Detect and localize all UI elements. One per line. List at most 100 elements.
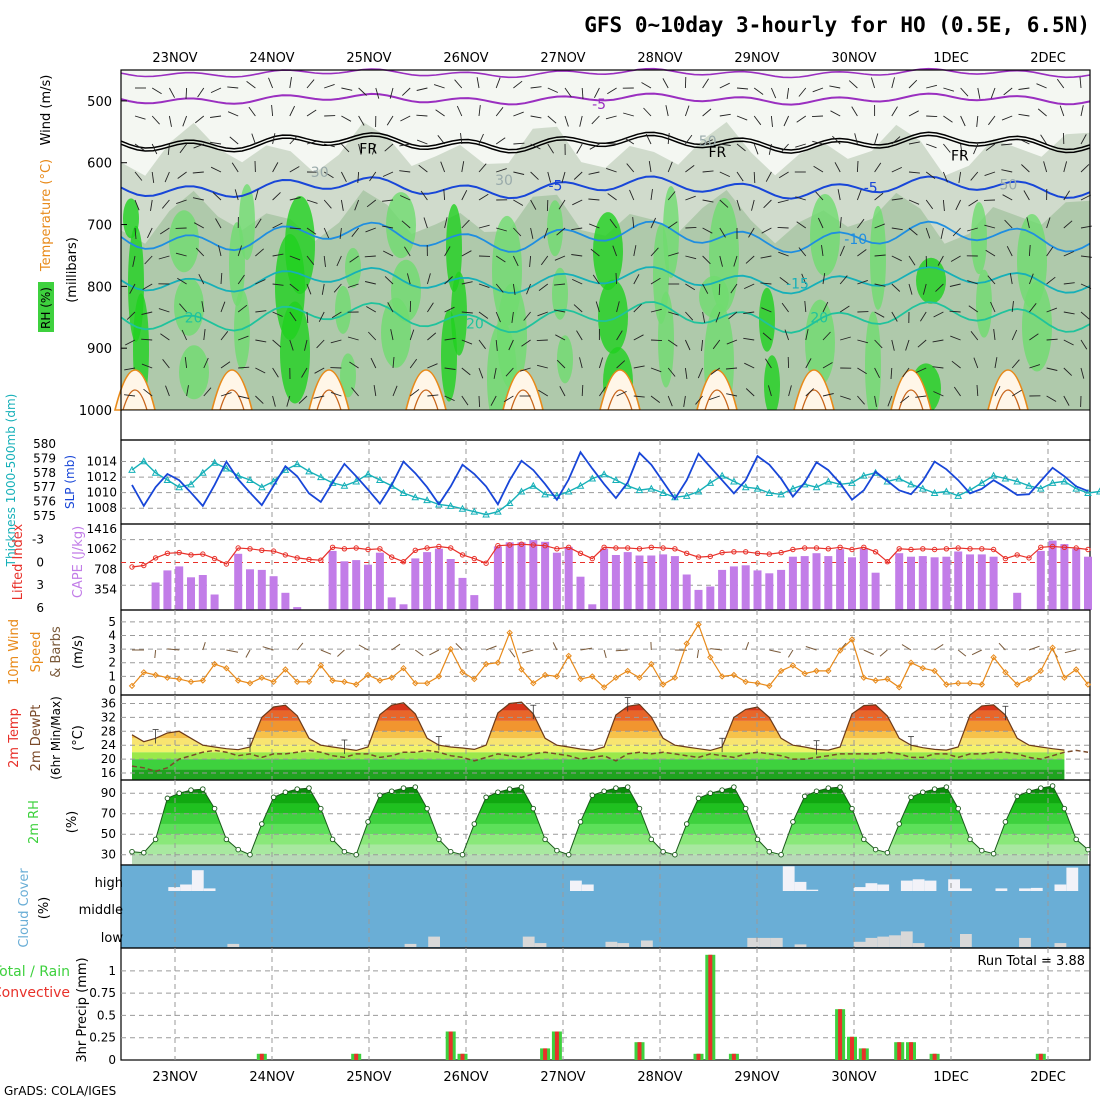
wind-barb xyxy=(513,111,524,117)
wind-barb xyxy=(306,283,312,295)
wind-barb xyxy=(822,301,829,313)
wind-barb xyxy=(555,334,566,341)
contour-label: 20 xyxy=(810,310,828,326)
wind-barb xyxy=(1006,245,1013,257)
wind-barb xyxy=(598,357,604,369)
wind-barb xyxy=(323,199,332,209)
rh-marker xyxy=(542,836,548,843)
wind-barb xyxy=(547,87,558,93)
rh-marker xyxy=(742,805,749,812)
lifted-index-marker xyxy=(1085,546,1091,553)
ylabel-cape: CAPE (J/kg) xyxy=(71,526,86,598)
wind-barb xyxy=(496,227,507,232)
rh-marker xyxy=(377,792,383,799)
wind-barb xyxy=(530,171,539,180)
date-label-top: 23NOV xyxy=(152,51,197,66)
ytick-label-li: -3 xyxy=(32,533,44,547)
wind-barb xyxy=(389,87,394,99)
wind-barb xyxy=(589,223,600,229)
thickness-marker xyxy=(340,481,349,489)
wind-barb xyxy=(530,227,534,239)
wind-barb xyxy=(952,227,961,237)
wind-barb xyxy=(592,274,600,285)
wind-barb xyxy=(728,311,738,320)
wind-barb xyxy=(667,395,673,407)
wind-barb xyxy=(1063,220,1073,229)
wind-barb xyxy=(420,190,428,201)
ylabel-cloud: Cloud Cover xyxy=(17,868,32,948)
wind-barb xyxy=(908,283,913,295)
wind-barb xyxy=(289,339,294,351)
cape-bar xyxy=(765,573,774,610)
wind-barb xyxy=(1063,282,1075,285)
ytick-label-thickness: 580 xyxy=(33,437,56,451)
wind-barb xyxy=(753,171,756,184)
thickness-marker xyxy=(257,483,266,491)
rh-marker xyxy=(672,851,678,858)
wind-barb xyxy=(874,133,879,145)
wind-barb-10m xyxy=(358,644,369,651)
lifted-index-marker xyxy=(1073,545,1079,551)
rh-blob-green xyxy=(169,210,199,273)
ylabel-temp-1: 2m Temp xyxy=(7,708,22,768)
wind-barb-10m xyxy=(485,645,497,651)
rh-marker xyxy=(884,849,891,856)
precip-convective-bar xyxy=(731,1053,736,1060)
wind-barb xyxy=(478,224,490,229)
wind-barb xyxy=(926,84,938,89)
legend-total-rain: Total / Rain xyxy=(0,964,70,980)
rh-blob-green xyxy=(598,279,628,354)
cape-bar xyxy=(989,556,998,610)
thickness-marker xyxy=(706,478,715,486)
date-label-top: 1DEC xyxy=(933,51,969,66)
rh-blob-green xyxy=(870,205,886,310)
wind-barb xyxy=(702,78,709,89)
cloud-low-bar xyxy=(865,937,878,947)
rh-marker xyxy=(176,790,182,796)
wind-barb xyxy=(870,77,876,89)
wind-barb xyxy=(124,394,136,397)
thickness-marker xyxy=(824,477,833,485)
contour-label: FR xyxy=(951,148,969,164)
wind-barb xyxy=(254,189,259,201)
ytick-label-rh: 70 xyxy=(101,807,116,821)
wind-barb-10m xyxy=(429,649,440,656)
precip-convective-bar xyxy=(448,1031,453,1060)
rh-marker xyxy=(518,784,525,790)
wind-barb xyxy=(685,134,693,145)
wind-barb xyxy=(795,196,806,201)
wind-speed-marker xyxy=(848,636,856,643)
date-label-bottom: 1DEC xyxy=(933,1070,969,1085)
rh-marker xyxy=(778,851,784,858)
rh-marker xyxy=(1002,819,1009,825)
wind-barb xyxy=(418,164,428,173)
wind-speed-marker xyxy=(187,678,195,686)
wind-barb xyxy=(768,143,772,155)
rh-marker xyxy=(613,785,619,791)
lifted-index-marker xyxy=(518,541,525,547)
wind-barb xyxy=(444,367,456,370)
wind-barb xyxy=(536,339,548,342)
wind-barb xyxy=(812,140,824,145)
cloud-low-bar xyxy=(759,937,771,947)
cloud-low-bar xyxy=(770,937,783,947)
ytick-label-temp: 36 xyxy=(101,696,116,710)
wind-barb xyxy=(967,280,978,285)
wind-barb xyxy=(641,82,652,89)
wind-barb xyxy=(444,306,455,313)
wind-speed-marker xyxy=(1037,667,1045,675)
wind-barb xyxy=(330,391,342,397)
wind-barb xyxy=(1011,359,1020,369)
rh-marker xyxy=(908,794,914,801)
cape-bar xyxy=(246,569,254,610)
wind-barb xyxy=(932,339,944,343)
wind-barb xyxy=(573,304,583,313)
rh-marker xyxy=(506,786,513,792)
wind-barb xyxy=(416,139,428,145)
wind-barb xyxy=(354,199,360,211)
wind-barb xyxy=(993,329,996,341)
wind-barb xyxy=(220,361,231,369)
wind-barb xyxy=(891,77,895,89)
wind-speed-marker xyxy=(648,660,655,668)
